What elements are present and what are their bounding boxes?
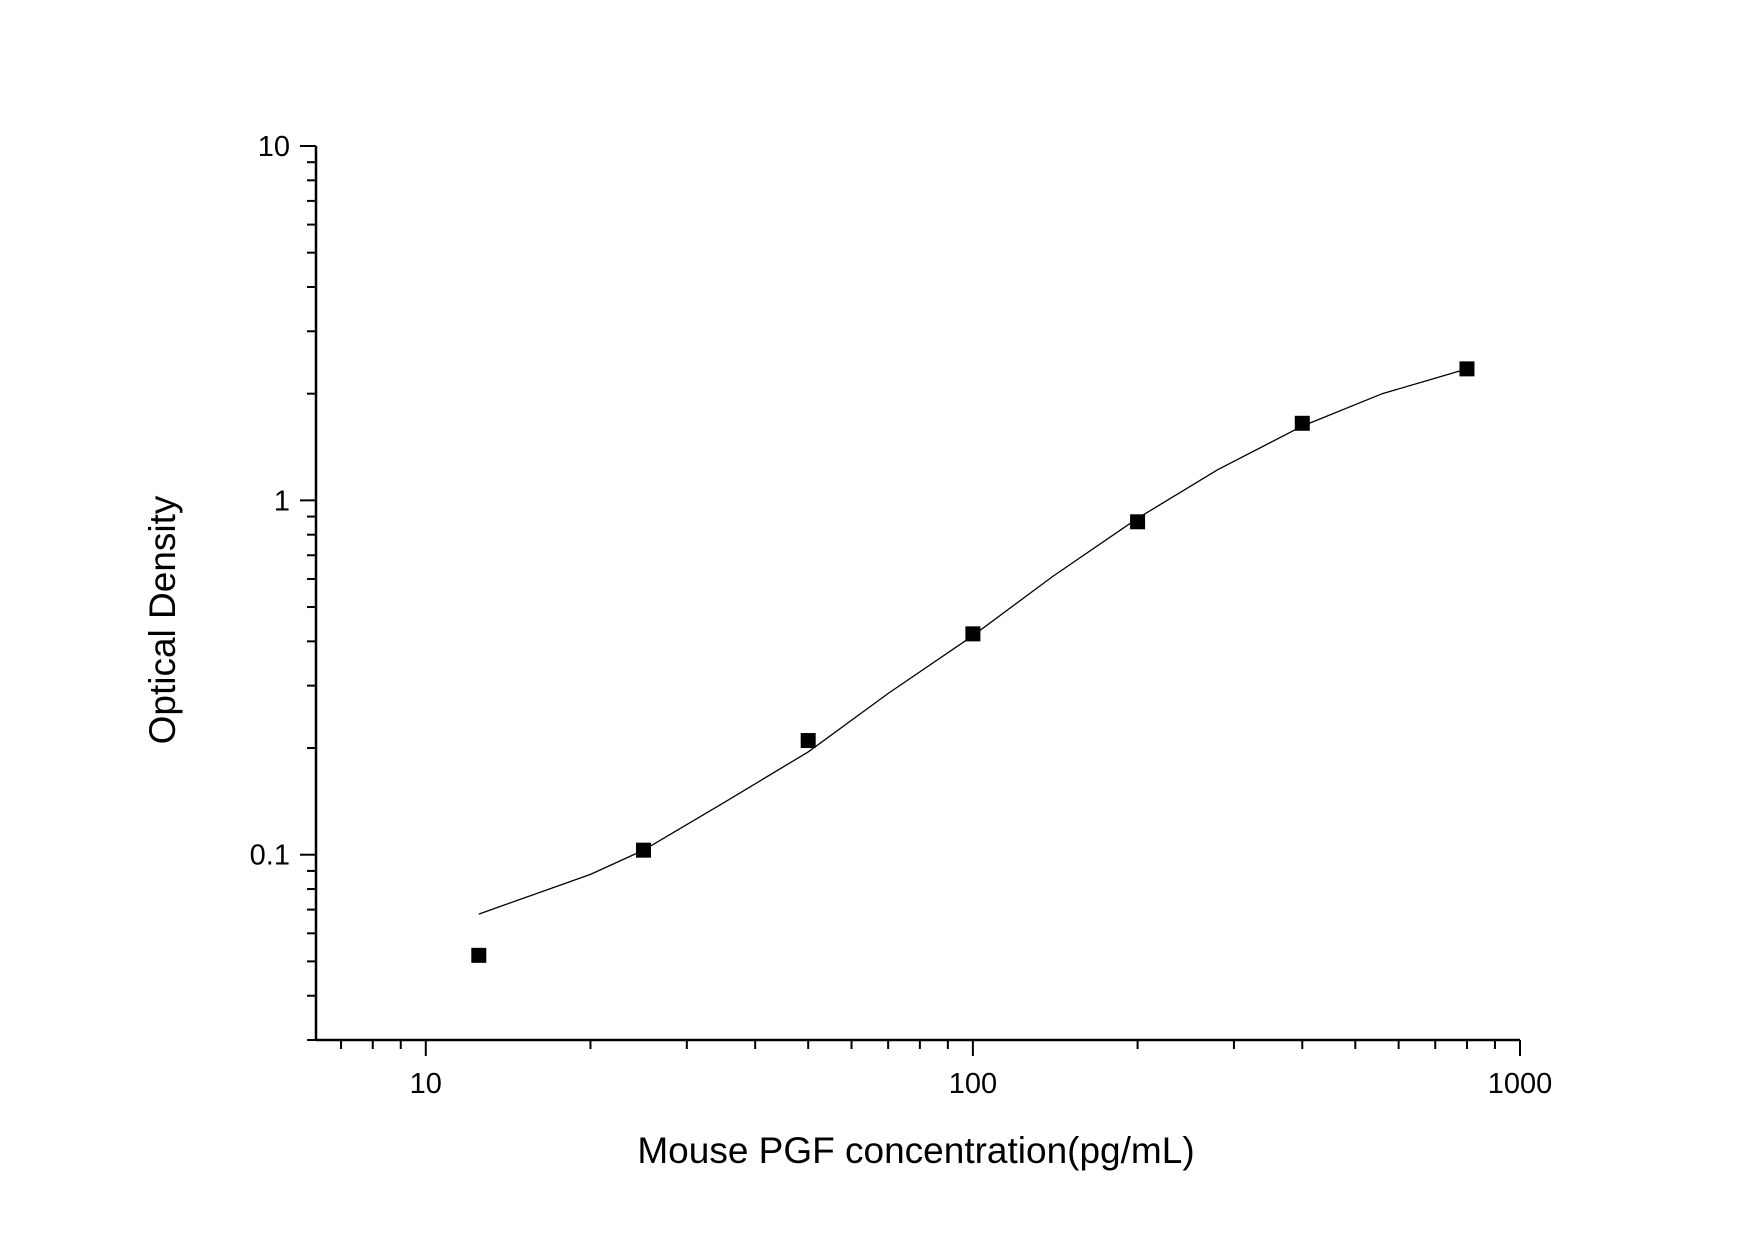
y-tick-label: 10 [258, 131, 290, 163]
y-axis-title: Optical Density [142, 495, 183, 744]
x-tick-label: 100 [949, 1068, 997, 1100]
data-point [471, 947, 487, 963]
x-tick-label: 1000 [1488, 1068, 1553, 1100]
x-tick-label: 10 [410, 1068, 442, 1100]
data-point [965, 626, 981, 642]
tick-labels-layer: 0.1 1 10 10 100 1000 [250, 131, 1553, 1100]
y-tick-label: 1 [274, 485, 290, 517]
y-tick-label: 0.1 [250, 840, 290, 872]
fit-curve-layer [478, 368, 1468, 915]
data-point [1294, 415, 1310, 431]
x-axis-title: Mouse PGF concentration(pg/mL) [637, 1130, 1194, 1171]
data-point [635, 842, 651, 858]
axes [300, 145, 1521, 1056]
data-point [1459, 361, 1475, 377]
data-point [1130, 514, 1146, 530]
fit-curve-line [478, 368, 1468, 915]
data-point [800, 733, 816, 749]
data-points-layer [471, 361, 1475, 963]
